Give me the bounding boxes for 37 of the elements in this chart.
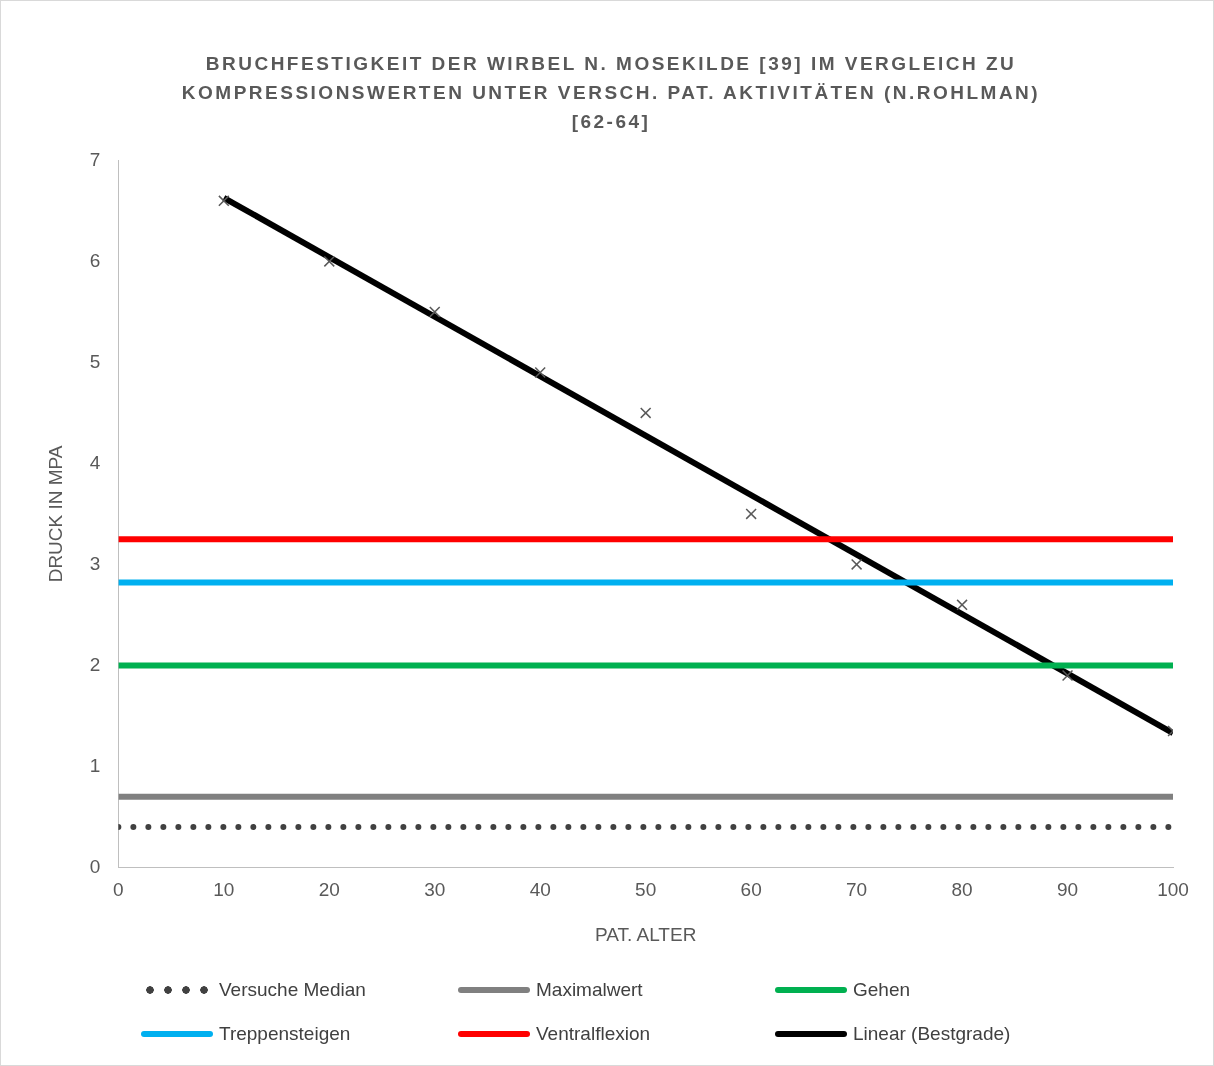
y-tick-label: 3: [89, 552, 101, 574]
legend-label: Linear (Bestgrade): [853, 1023, 1011, 1045]
point: [534, 366, 546, 379]
y-tick-label: 2: [89, 653, 101, 675]
x-tick-label: 60: [740, 879, 762, 901]
legend-label: Ventralflexion: [536, 1023, 651, 1045]
point: [1061, 669, 1074, 682]
y-tick-label: 7: [89, 148, 101, 170]
y-tick-label: 4: [89, 451, 101, 473]
x-tick-label: 80: [951, 879, 973, 901]
point: [745, 508, 757, 520]
x-tick-label: 40: [529, 879, 551, 901]
x-axis-title: PAT. ALTER: [595, 923, 697, 945]
x-tick-label: 20: [318, 879, 340, 901]
x-tick-label: 50: [635, 879, 657, 901]
x-tick-label: 70: [846, 879, 868, 901]
legend-label: Versuche Median: [219, 979, 366, 1001]
point: [218, 195, 230, 207]
point: [639, 407, 652, 419]
x-tick-label: 0: [113, 879, 124, 901]
y-axis-title: DRUCK IN MPA: [44, 445, 66, 583]
point: [850, 558, 863, 571]
y-tick-label: 0: [89, 855, 101, 877]
point: [429, 306, 441, 318]
x-tick-label: 10: [213, 879, 235, 901]
chart-title: BRUCHFESTIGKEIT DER WIRBEL N. MOSEKILDE [39] IM VERGLEICH ZU KOMPRESSIONSWERTEN UNTER VERSCH. PAT. AKTIVITÄTEN (N.ROHLMAN)[62-64]: [181, 52, 1041, 134]
y-tick-label: 6: [89, 249, 101, 271]
x-tick-label: 100: [1157, 879, 1189, 901]
legend-label: Treppensteigen: [219, 1023, 351, 1045]
x-tick-label: 90: [1056, 879, 1079, 901]
legend-label: Gehen: [853, 979, 911, 1001]
y-tick-label: 1: [89, 754, 101, 776]
legend-label: Maximalwert: [536, 979, 643, 1001]
point: [323, 255, 335, 268]
x-tick-label: 30: [424, 879, 446, 901]
y-tick-label: 5: [89, 350, 101, 372]
point: [956, 599, 968, 611]
